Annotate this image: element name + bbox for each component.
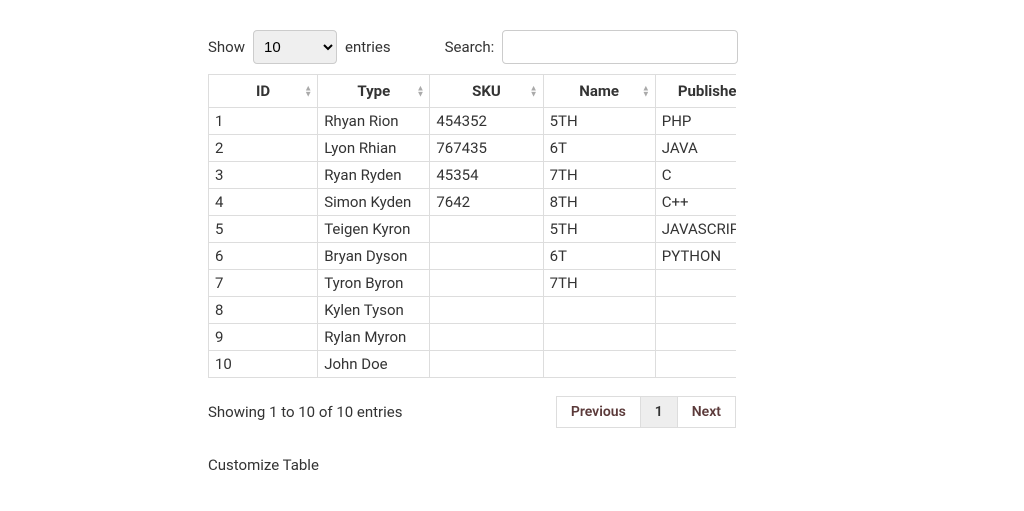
sort-icon: ▲▼ xyxy=(642,86,650,97)
col-sku[interactable]: SKU ▲▼ xyxy=(430,75,543,108)
table-info: Showing 1 to 10 of 10 entries xyxy=(208,403,402,421)
table-row: 3Ryan Ryden453547THC xyxy=(209,162,737,189)
cell-id: 8 xyxy=(209,297,318,324)
cell-sku xyxy=(430,270,543,297)
col-id-label: ID xyxy=(256,82,270,100)
table-row: 4Simon Kyden76428THC++ xyxy=(209,189,737,216)
cell-id: 5 xyxy=(209,216,318,243)
cell-published: PHP xyxy=(655,108,736,135)
cell-sku xyxy=(430,351,543,378)
cell-sku: 45354 xyxy=(430,162,543,189)
cell-name: 8TH xyxy=(543,189,655,216)
col-published-label: Published xyxy=(678,82,736,100)
col-published[interactable]: Published xyxy=(655,75,736,108)
table-scroll[interactable]: ID ▲▼ Type ▲▼ SKU ▲▼ Name ▲▼ xyxy=(208,74,736,378)
cell-published xyxy=(655,351,736,378)
previous-button[interactable]: Previous xyxy=(556,396,641,428)
cell-sku: 7642 xyxy=(430,189,543,216)
cell-sku: 767435 xyxy=(430,135,543,162)
col-type[interactable]: Type ▲▼ xyxy=(318,75,430,108)
cell-id: 6 xyxy=(209,243,318,270)
cell-sku xyxy=(430,216,543,243)
table-row: 7Tyron Byron 7TH xyxy=(209,270,737,297)
next-button[interactable]: Next xyxy=(677,396,736,428)
search-input[interactable] xyxy=(502,30,738,64)
cell-type: Bryan Dyson xyxy=(318,243,430,270)
table-row: 1Rhyan Rion4543525THPHP xyxy=(209,108,737,135)
cell-type: Teigen Kyron xyxy=(318,216,430,243)
data-table: ID ▲▼ Type ▲▼ SKU ▲▼ Name ▲▼ xyxy=(208,74,736,378)
cell-sku xyxy=(430,324,543,351)
col-name-label: Name xyxy=(579,82,619,100)
pagination: Previous 1 Next xyxy=(557,396,736,428)
cell-type: Lyon Rhian xyxy=(318,135,430,162)
cell-id: 9 xyxy=(209,324,318,351)
cell-type: Rhyan Rion xyxy=(318,108,430,135)
cell-published xyxy=(655,324,736,351)
cell-sku xyxy=(430,243,543,270)
cell-published: C++ xyxy=(655,189,736,216)
cell-id: 10 xyxy=(209,351,318,378)
cell-type: Ryan Ryden xyxy=(318,162,430,189)
cell-type: Rylan Myron xyxy=(318,324,430,351)
table-row: 5Teigen Kyron 5THJAVASCRIPT xyxy=(209,216,737,243)
col-type-label: Type xyxy=(357,82,390,100)
cell-sku xyxy=(430,297,543,324)
cell-id: 2 xyxy=(209,135,318,162)
cell-name xyxy=(543,324,655,351)
show-label: Show xyxy=(208,38,245,56)
cell-sku: 454352 xyxy=(430,108,543,135)
cell-name xyxy=(543,297,655,324)
search-label: Search: xyxy=(445,38,495,56)
table-row: 6Bryan Dyson 6TPYTHON xyxy=(209,243,737,270)
cell-id: 4 xyxy=(209,189,318,216)
cell-published: JAVASCRIPT xyxy=(655,216,736,243)
col-id[interactable]: ID ▲▼ xyxy=(209,75,318,108)
cell-type: John Doe xyxy=(318,351,430,378)
table-row: 2Lyon Rhian7674356TJAVA xyxy=(209,135,737,162)
table-controls: Show 10 entries Search: xyxy=(208,30,1024,64)
table-body: 1Rhyan Rion4543525THPHP2Lyon Rhian767435… xyxy=(209,108,737,378)
cell-name xyxy=(543,351,655,378)
cell-published: PYTHON xyxy=(655,243,736,270)
header-row: ID ▲▼ Type ▲▼ SKU ▲▼ Name ▲▼ xyxy=(209,75,737,108)
cell-published xyxy=(655,270,736,297)
table-row: 10John Doe xyxy=(209,351,737,378)
col-name[interactable]: Name ▲▼ xyxy=(543,75,655,108)
sort-icon: ▲▼ xyxy=(416,86,424,97)
cell-type: Tyron Byron xyxy=(318,270,430,297)
cell-published: JAVA xyxy=(655,135,736,162)
sort-icon: ▲▼ xyxy=(304,86,312,97)
table-row: 8Kylen Tyson xyxy=(209,297,737,324)
length-select[interactable]: 10 xyxy=(253,30,337,64)
sort-icon: ▲▼ xyxy=(530,86,538,97)
col-sku-label: SKU xyxy=(472,82,501,100)
cell-name: 5TH xyxy=(543,216,655,243)
cell-published: C xyxy=(655,162,736,189)
cell-name: 7TH xyxy=(543,162,655,189)
table-footer: Showing 1 to 10 of 10 entries Previous 1… xyxy=(208,396,736,428)
cell-id: 1 xyxy=(209,108,318,135)
cell-name: 5TH xyxy=(543,108,655,135)
cell-type: Simon Kyden xyxy=(318,189,430,216)
cell-type: Kylen Tyson xyxy=(318,297,430,324)
page-1-button[interactable]: 1 xyxy=(640,396,678,428)
table-row: 9Rylan Myron xyxy=(209,324,737,351)
entries-label: entries xyxy=(345,38,391,56)
customize-table-link[interactable]: Customize Table xyxy=(208,456,1024,474)
cell-name: 7TH xyxy=(543,270,655,297)
cell-name: 6T xyxy=(543,243,655,270)
cell-id: 7 xyxy=(209,270,318,297)
cell-name: 6T xyxy=(543,135,655,162)
cell-published xyxy=(655,297,736,324)
cell-id: 3 xyxy=(209,162,318,189)
